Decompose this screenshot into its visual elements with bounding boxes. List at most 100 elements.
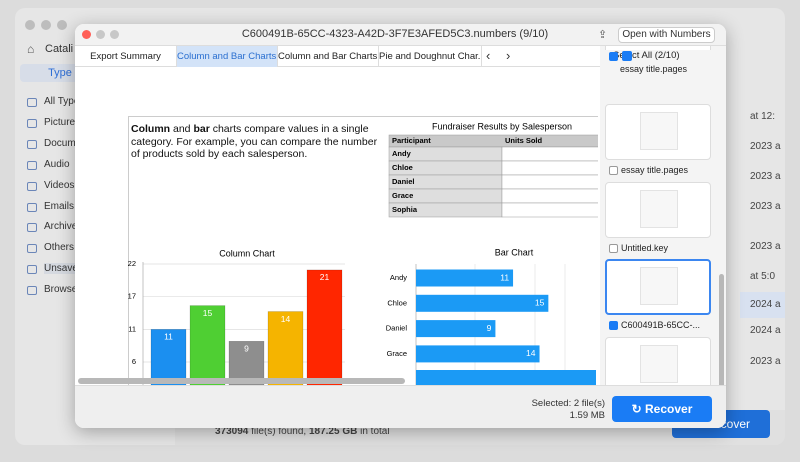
table-row-label: Sophia (392, 205, 418, 214)
bar (416, 320, 496, 338)
file-name[interactable]: essay title.pages (620, 64, 688, 74)
table-cell (501, 188, 598, 204)
file-thumbnails: essay title.pages essay title.pages Untitl… (600, 46, 726, 385)
home-icon[interactable]: ⌂ (27, 42, 35, 56)
sidebar-icon[interactable] (27, 118, 37, 128)
recover-button[interactable]: ↻ Recover (612, 396, 712, 422)
chart-title: Bar Chart (495, 247, 534, 257)
bar (416, 370, 596, 385)
table-header-cell: Units Sold (505, 136, 543, 145)
thumbnail-page (640, 344, 678, 383)
sidebar-item[interactable]: Archive (44, 221, 78, 233)
select-all[interactable]: Select All (2/10) (613, 50, 680, 61)
tab-next[interactable]: › (506, 48, 511, 63)
preview-dialog: C600491B-65CC-4323-A42D-3F7E3AFED5C3.num… (75, 24, 726, 428)
sidebar-item[interactable]: Videos (44, 179, 75, 191)
dialog-title: C600491B-65CC-4323-A42D-3F7E3AFED5C3.num… (241, 28, 549, 40)
column-label: 14 (281, 314, 291, 324)
sidebar-icon[interactable] (27, 202, 37, 212)
table-cell (501, 202, 598, 218)
select-all-box[interactable] (622, 51, 632, 61)
sidebar-item[interactable]: Others (44, 242, 75, 254)
sheet-tab[interactable]: Pie and Doughnut Char... (379, 46, 482, 67)
sidebar-icon[interactable] (27, 223, 37, 233)
open-button[interactable]: Open with Numbers (618, 27, 715, 43)
thumbnail-page (640, 189, 678, 228)
thumbnail-page (640, 267, 678, 305)
share-icon[interactable]: ⇪ (598, 29, 608, 41)
size: 187.25 GB (308, 426, 358, 437)
sidebar-icon[interactable] (27, 286, 37, 296)
intro-segment: Column (131, 123, 171, 135)
intro-segment: bar (193, 123, 210, 135)
sheet-tab[interactable]: Column and Bar Charts... (278, 46, 379, 67)
file-name[interactable]: Untitled.key (621, 242, 669, 253)
minimize-button[interactable] (96, 30, 105, 39)
y-tick-label: 22 (128, 259, 136, 268)
sidebar-item[interactable]: Emails (44, 200, 75, 212)
selected-size: 1.59 MB (569, 410, 605, 421)
zoom-button[interactable] (110, 30, 119, 39)
sidebar-item[interactable]: Unsave (44, 263, 78, 275)
close-button[interactable] (82, 30, 91, 39)
chart-title: Column Chart (219, 248, 275, 258)
h-scrollbar[interactable] (78, 378, 405, 384)
table-row-label: Grace (392, 191, 413, 200)
bar (416, 269, 514, 287)
bar-label: 14 (526, 348, 536, 358)
file-name[interactable]: essay title.pages (621, 165, 689, 175)
window-control[interactable] (25, 20, 35, 30)
v-scrollbar[interactable] (719, 274, 724, 385)
sidebar-icon[interactable] (27, 98, 37, 107)
footer: Selected: 2 file(s) 1.59 MB ↻ Recover (75, 385, 726, 428)
intro-text: Column and bar charts compare values in … (131, 123, 386, 161)
bar-label: 11 (500, 272, 509, 282)
table-row-label: Daniel (392, 177, 415, 186)
intro-segment: and (170, 123, 194, 135)
bar-label: 9 (487, 323, 492, 333)
preview-area: Column and bar charts compare values in … (75, 67, 598, 385)
sidebar-icon[interactable] (27, 181, 37, 191)
sidebar-item[interactable]: Pictures (44, 116, 81, 128)
status-text: 373094 file(s) found, 187.25 GB in total (215, 426, 390, 437)
recover-label: Recover (645, 402, 693, 416)
count-text: file(s) found, (251, 426, 307, 437)
table-row-label: Chloe (392, 163, 413, 172)
sidebar-item[interactable]: Docume (44, 137, 82, 149)
y-tick-label: 11 (128, 324, 136, 333)
file-name[interactable]: C600491B-65CC-... (621, 320, 701, 330)
sheet-tab[interactable]: Export Summary (75, 46, 177, 67)
sidebar-item[interactable]: All Type (44, 96, 80, 107)
page-frame (128, 116, 598, 385)
sidebar-icon[interactable] (27, 139, 37, 149)
bar-category: Daniel (386, 324, 408, 333)
table-header-cell: Participant (392, 136, 431, 145)
preview-charts: Fundraiser Results by SalespersonPartici… (128, 121, 598, 385)
table-row-label: Andy (392, 149, 412, 158)
table-title: Fundraiser Results by Salesperson (432, 121, 572, 131)
sidebar-icon[interactable] (27, 265, 37, 275)
sidebar-item[interactable]: Audio (44, 158, 70, 170)
y-tick-label: 17 (128, 292, 136, 301)
bar-label: 15 (535, 298, 545, 308)
sidebar-icon[interactable] (27, 244, 37, 254)
select-all-box[interactable] (609, 52, 618, 61)
title-bar: C600491B-65CC-4323-A42D-3F7E3AFED5C3.num… (75, 24, 726, 46)
window-control[interactable] (41, 20, 51, 30)
row-highlight (740, 292, 785, 318)
column-label: 15 (203, 308, 213, 318)
sidebar-item[interactable]: Browse (44, 284, 78, 296)
checkbox[interactable] (609, 321, 618, 330)
bar (416, 345, 540, 363)
tab-prev[interactable]: ‹ (486, 48, 491, 63)
column (150, 329, 187, 385)
window-control[interactable] (57, 20, 67, 30)
checkbox[interactable] (609, 243, 618, 253)
checkbox[interactable] (609, 166, 618, 175)
table-cell (501, 146, 598, 162)
sidebar-icon[interactable] (27, 160, 37, 170)
row-time: 2023 a (750, 141, 781, 152)
sheet-tab[interactable]: Column and Bar Charts... (177, 46, 278, 67)
table-cell (501, 174, 598, 190)
row-time: at 12: (750, 111, 776, 122)
